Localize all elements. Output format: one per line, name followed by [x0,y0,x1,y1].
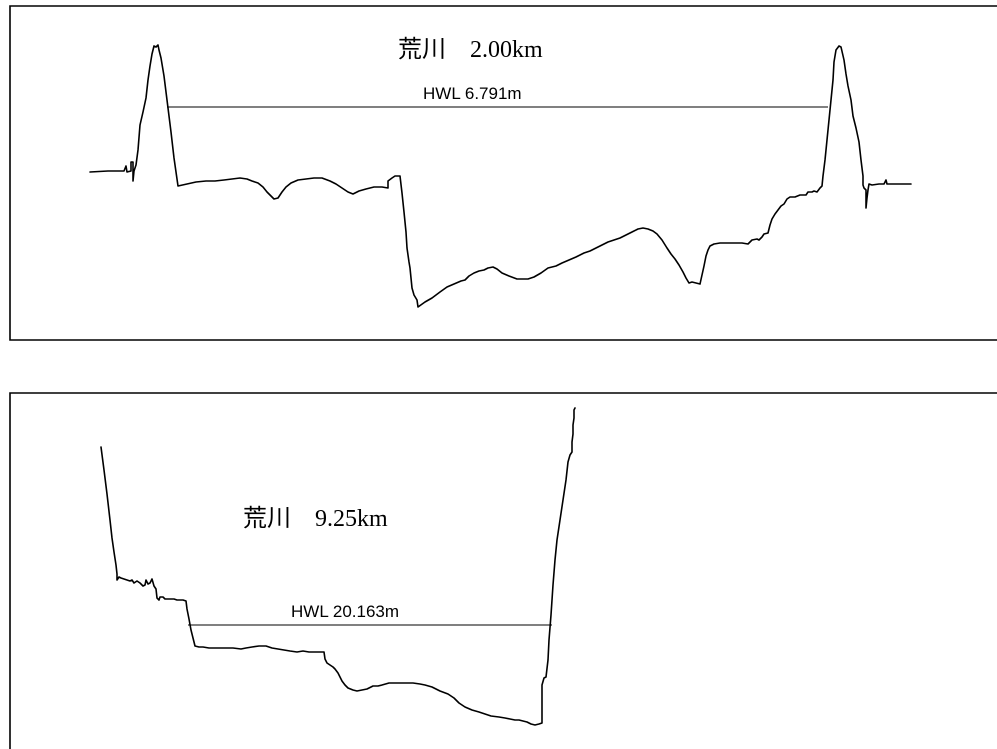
panel-2-hwl-label: HWL 20.163m [291,602,400,621]
panel-2-riverbed-profile [100,407,576,726]
panel-1-title: 荒川 2.00km [398,37,543,63]
cross-section-panel-1 [9,5,997,341]
panel-2-title: 荒川 9.25km [243,506,388,532]
cross-section-panel-2 [9,392,997,749]
panel-2-border [9,392,997,749]
panel-1-hwl-label: HWL 6.791m [423,84,522,103]
panel-1-border [9,5,997,341]
panel-1-riverbed-profile [89,44,912,308]
